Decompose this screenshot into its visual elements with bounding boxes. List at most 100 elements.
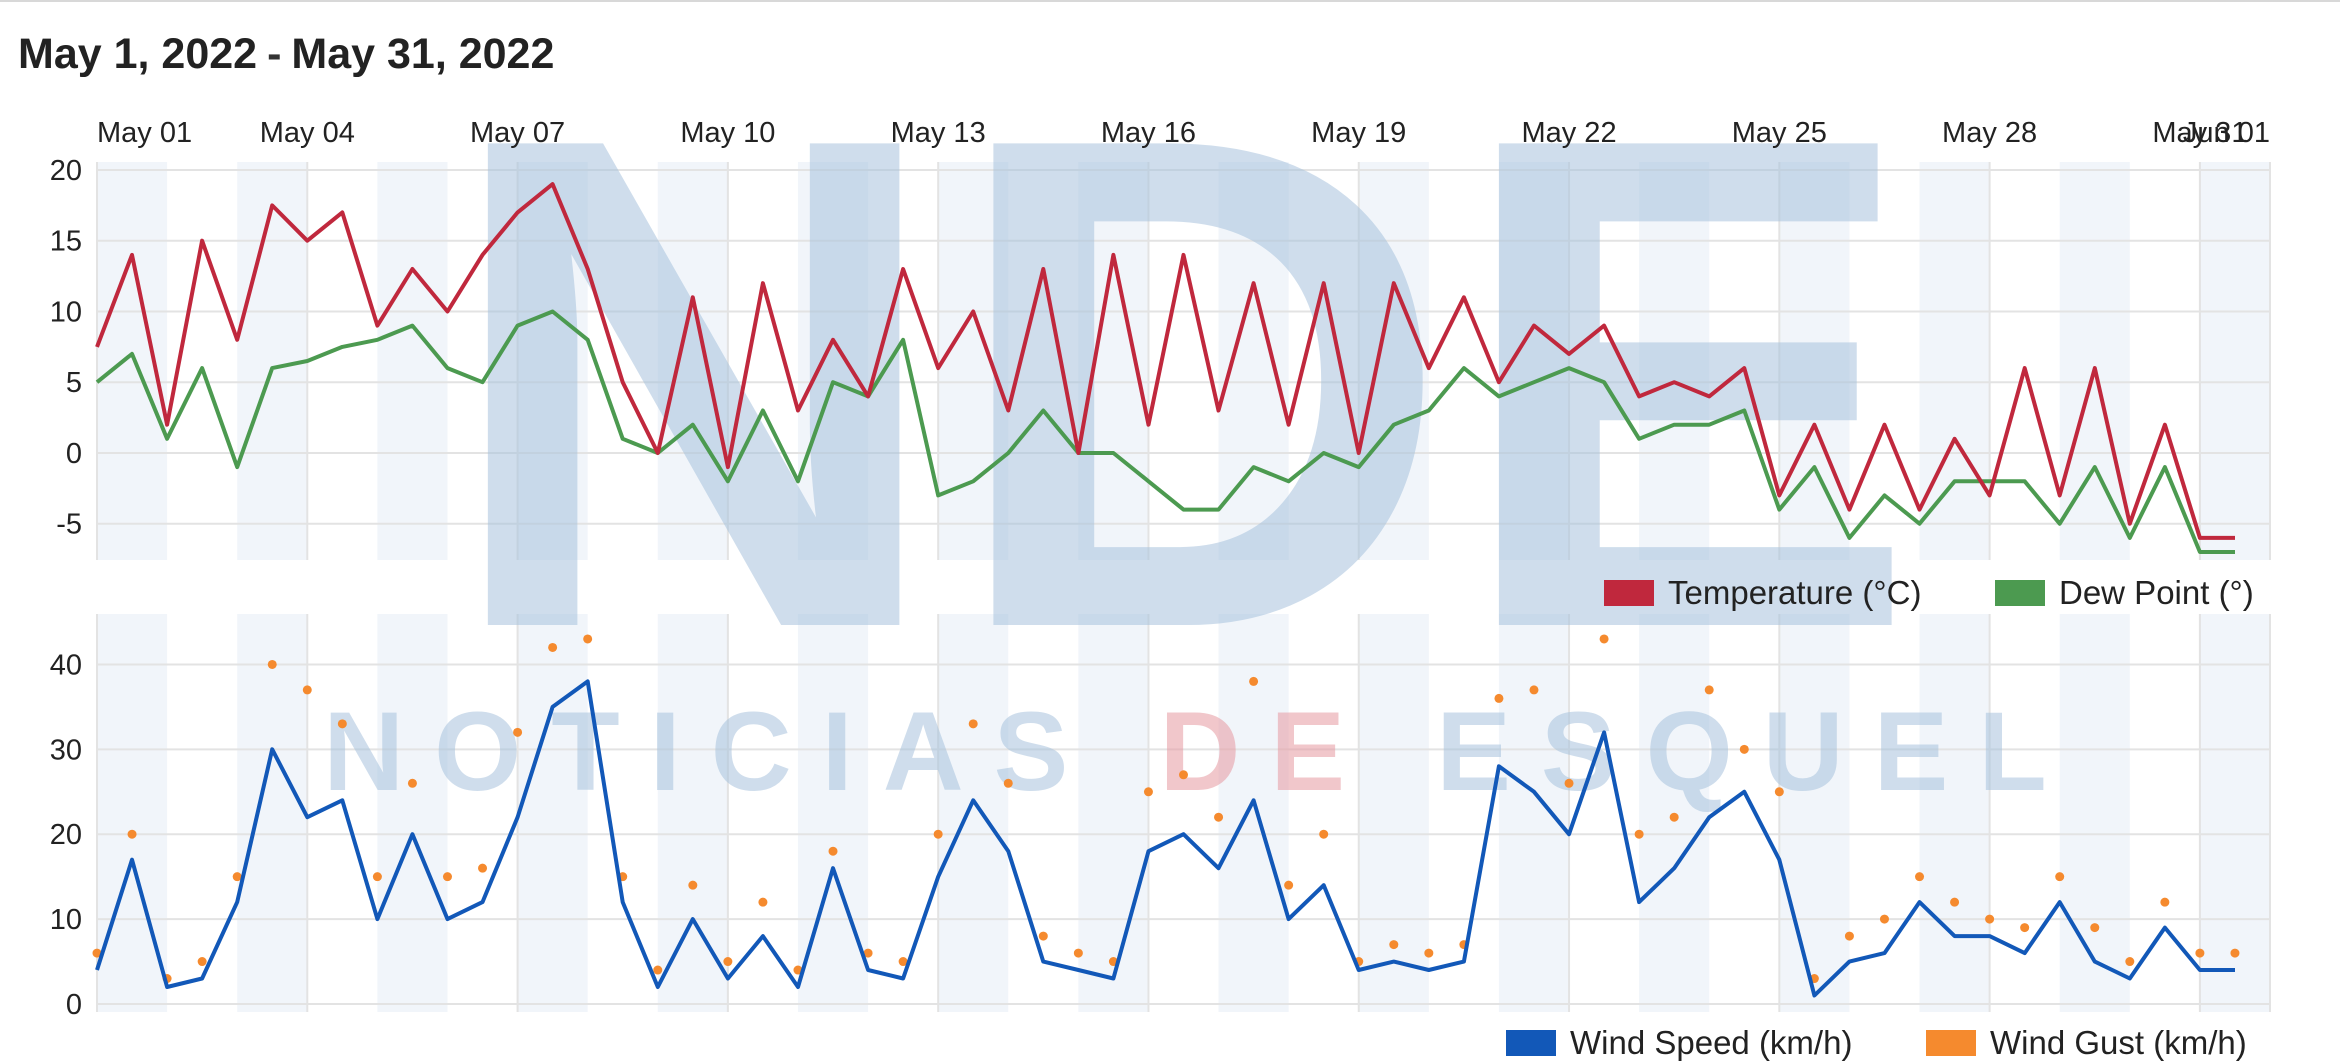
wind-gust-point: [828, 846, 838, 856]
x-tick-label: May 31: [2152, 117, 2247, 149]
wind-gust-point: [1774, 787, 1784, 797]
wind-gust-point: [407, 778, 417, 788]
temperature-line: [95, 182, 2235, 540]
y-tick-label: 15: [50, 226, 82, 258]
wind-gust-point: [1529, 685, 1539, 695]
wind-gust-point: [2125, 957, 2135, 967]
legend-wind-gust-label: Wind Gust (km/h): [1990, 1024, 2247, 1061]
day-band: [797, 162, 869, 560]
wind-gust-point: [1634, 829, 1644, 839]
day-band: [377, 614, 448, 1012]
y-tick-label: 10: [50, 296, 82, 328]
legend-wind-speed[interactable]: Wind Speed (km/h): [1506, 1024, 1852, 1061]
wind-gust-point: [2195, 948, 2205, 958]
x-tick-label: May 07: [470, 117, 565, 149]
wind-gust-point: [653, 965, 663, 975]
y-tick-label: 5: [66, 367, 82, 399]
day-band: [1078, 614, 1149, 1012]
wind-gust-point: [1179, 770, 1188, 780]
wind-gust-point: [793, 965, 803, 975]
x-tick-label: May 04: [260, 117, 355, 149]
wind-gust-point: [1494, 693, 1504, 703]
wind-gust-point: [197, 957, 207, 967]
legend-temperature-swatch: [1604, 580, 1654, 606]
wind-gust-point: [1599, 634, 1609, 644]
date-range-title: May 1, 2022- May 31, 2022: [18, 30, 554, 79]
day-band: [1498, 614, 1570, 1012]
legend-dew-point-label: Dew Point (°): [2059, 574, 2254, 611]
start-date: May 1, 2022: [18, 30, 258, 78]
day-band: [938, 162, 1009, 560]
day-band: [237, 162, 308, 560]
x-tick-label: May 19: [1311, 117, 1406, 149]
legends[interactable]: Temperature (°C) Dew Point (°) Wind Speed …: [1506, 574, 2254, 1061]
watermark-name: NOTICIAS DE ESQUEL: [323, 689, 2076, 814]
wind-gust-point: [1038, 931, 1048, 941]
day-band: [2059, 162, 2130, 560]
wind-gust-point: [1249, 676, 1259, 686]
wind-gust-point: [513, 727, 523, 737]
x-tick-label: Jun 01: [2183, 117, 2270, 149]
x-tick-label: May 13: [891, 117, 986, 149]
day-band: [1639, 162, 1710, 560]
wind-gust-point: [758, 897, 768, 907]
x-tick-label: May 25: [1732, 117, 1827, 149]
y-tick-label: 20: [50, 155, 82, 187]
wind-gust-point: [1284, 880, 1294, 890]
watermark-logo: NDE: [441, 0, 1919, 774]
wind-gust-point: [1879, 914, 1889, 924]
day-band: [1358, 162, 1429, 560]
watermark-name-part: DE: [1160, 689, 1376, 814]
day-band: [1779, 614, 1850, 1012]
wind-gust-point: [232, 872, 242, 882]
wind-gust-point: [1669, 812, 1679, 822]
y-tick-label: 10: [50, 904, 82, 936]
legend-temperature-label: Temperature (°C): [1668, 574, 1921, 611]
wind-gust-point: [127, 829, 137, 839]
wind-gust-point: [1564, 778, 1574, 788]
wind-speed-line: [95, 679, 2235, 998]
wind-gust-point: [2160, 897, 2170, 907]
dew-point-line: [95, 309, 2235, 554]
wind-gust-point: [302, 685, 312, 695]
y-tick-label: 0: [66, 438, 82, 470]
y-tick-label: 40: [50, 649, 82, 681]
legend-wind-gust-swatch: [1926, 1030, 1976, 1056]
x-tick-label: May 16: [1101, 117, 1196, 149]
y-tick-label: 20: [50, 819, 82, 851]
wind-gust-point: [1844, 931, 1854, 941]
wind-gust-point: [2230, 948, 2240, 958]
day-band: [938, 614, 1009, 1012]
wind-gust-point: [337, 719, 347, 729]
x-axis: May 01 May 04 May 07 May 10 May 13 May 16 May …: [97, 117, 2270, 149]
end-date: May 31, 2022: [291, 30, 555, 78]
wind-gust-point: [1915, 872, 1925, 882]
day-band: [517, 162, 588, 560]
wind-gust-point: [933, 829, 943, 839]
x-tick-label: May 01: [97, 117, 192, 149]
wind-gust-point: [1319, 829, 1329, 839]
wind-gust-point: [267, 659, 277, 669]
day-band: [657, 614, 728, 1012]
legend-wind-speed-swatch: [1506, 1030, 1556, 1056]
day-band: [657, 162, 728, 560]
day-band: [237, 614, 308, 1012]
legend-wind-gust[interactable]: Wind Gust (km/h): [1926, 1024, 2247, 1061]
wind-gust-point: [1704, 685, 1714, 695]
wind-gust-point: [1214, 812, 1224, 822]
wind-gust-point: [478, 863, 488, 873]
legend-temperature[interactable]: Temperature (°C): [1604, 574, 1921, 611]
wind-gust-point: [1424, 948, 1434, 958]
wind-gust-point: [2090, 923, 2100, 933]
wind-gust-point: [1739, 744, 1749, 754]
x-tick-label: May 28: [1942, 117, 2037, 149]
wind-gust-point: [372, 872, 382, 882]
wind-gust-point: [1143, 787, 1153, 797]
x-tick-label: May 10: [680, 117, 775, 149]
wind-gust-point: [1073, 948, 1083, 958]
legend-dew-point[interactable]: Dew Point (°): [1995, 574, 2254, 611]
wind-gust-point: [723, 957, 733, 967]
wind-gust-point: [1003, 778, 1013, 788]
date-separator: -: [267, 30, 282, 78]
